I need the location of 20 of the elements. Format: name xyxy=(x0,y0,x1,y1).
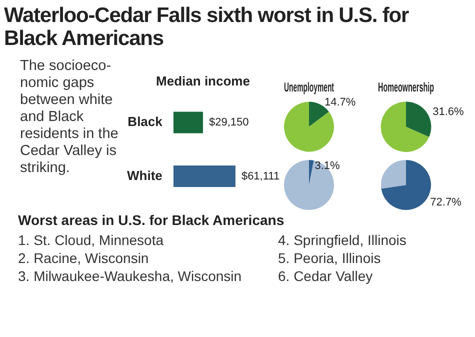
data-label: 31.6% xyxy=(432,106,464,118)
data-label: 3.1% xyxy=(314,160,340,172)
text: Worst areas in U.S. for Black Americans xyxy=(18,212,286,228)
data-label: 72.7% xyxy=(430,196,462,209)
text: 3. Milwaukee-Waukesha, Wisconsin xyxy=(18,267,243,285)
chart-title: Unemployment xyxy=(284,81,334,96)
data-label: $61,111 xyxy=(241,170,280,182)
data-label: 14.7% xyxy=(324,96,356,109)
text: 6. Cedar Valley xyxy=(278,267,374,285)
text: 4. Springfield, Illinois xyxy=(278,231,408,249)
text: 1. St. Cloud, Minnesota xyxy=(18,231,165,249)
text: 5. Peoria, Illinois xyxy=(278,249,382,267)
text: Waterloo-Cedar Falls sixth worst in U.S. for Black Americans xyxy=(4,4,410,50)
text: 2. Racine, Wisconsin xyxy=(18,249,150,267)
data-label: $29,150 xyxy=(208,116,249,129)
text: The socioeco-nomic gaps between white and Black residents in the Cedar Valley is striking. xyxy=(20,58,118,176)
y-tick-label: White xyxy=(126,168,162,183)
chart-title: Median income xyxy=(156,73,250,88)
y-tick-label: Black xyxy=(128,114,164,130)
chart-title: Homeownership xyxy=(378,80,434,96)
